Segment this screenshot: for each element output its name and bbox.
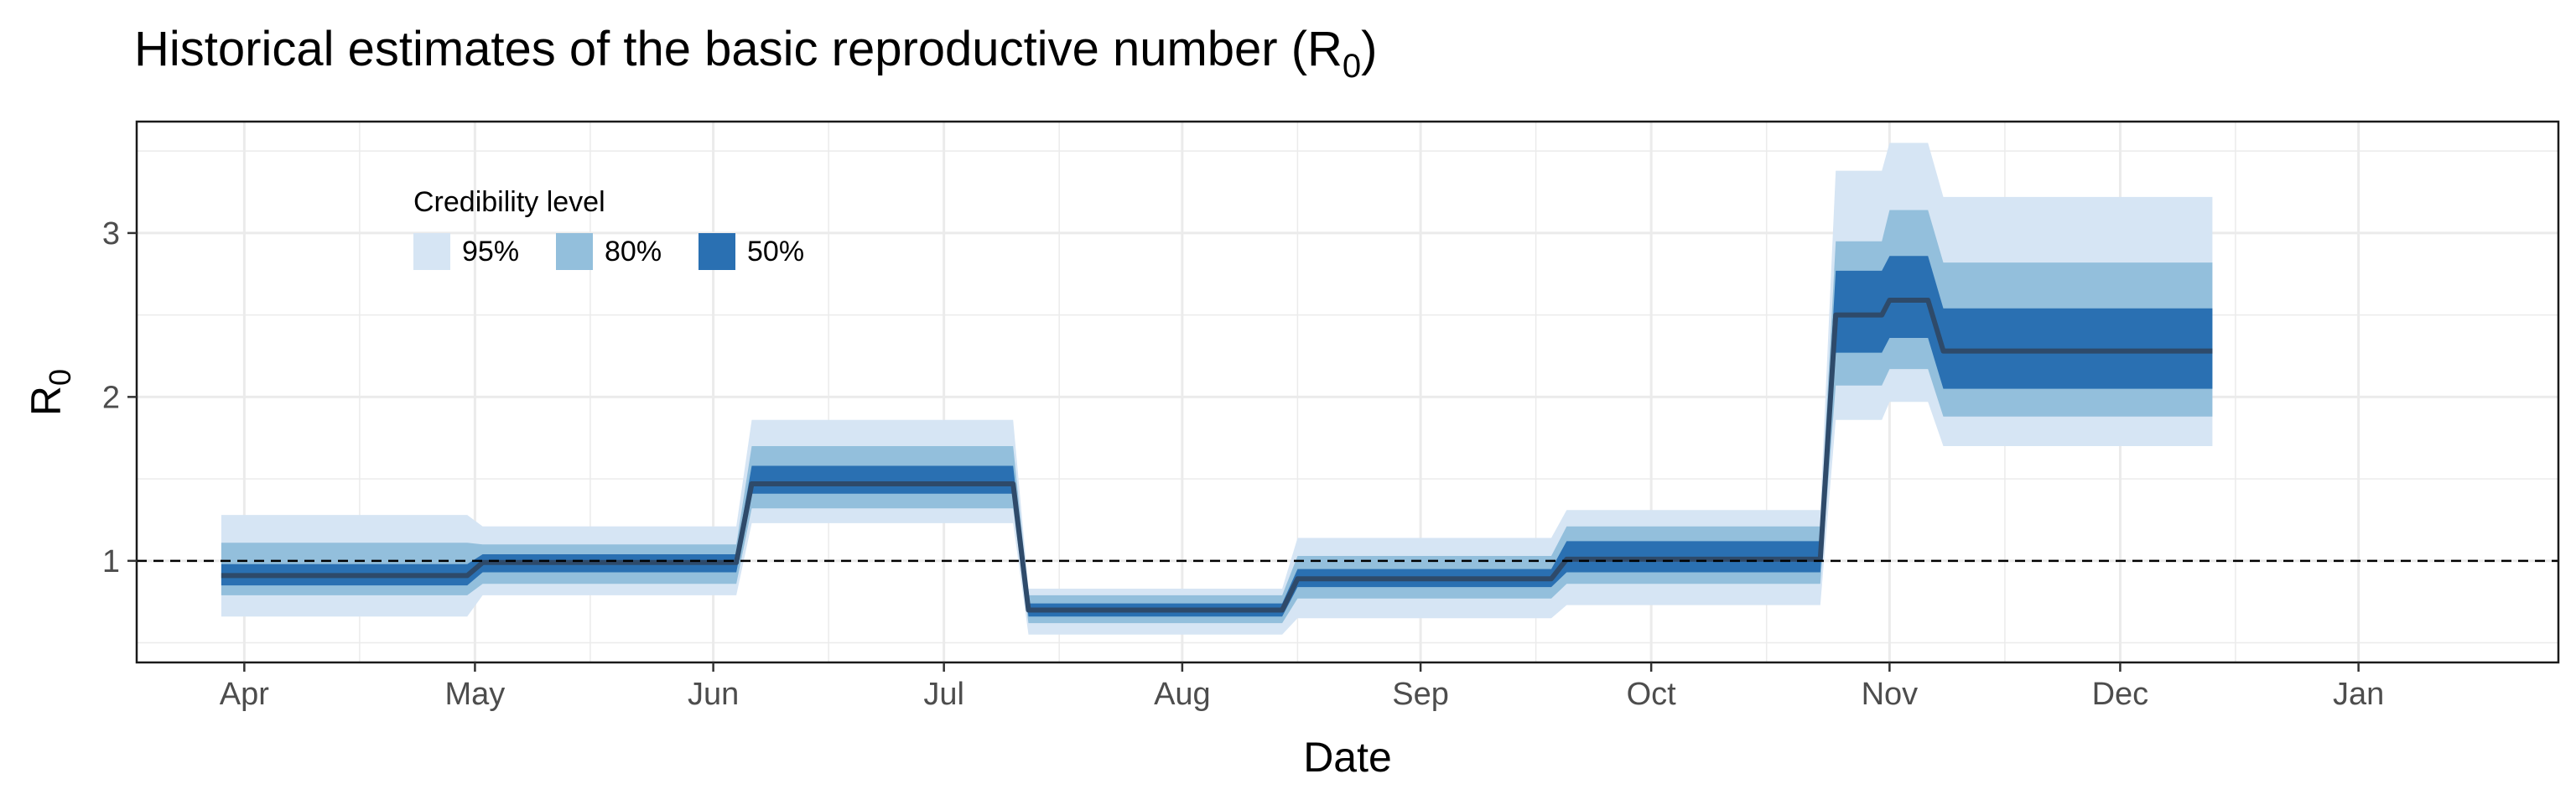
y-axis-title-main: R	[23, 386, 70, 416]
y-axis: 1 2 3	[102, 216, 137, 579]
legend-swatch	[699, 233, 735, 270]
legend-title: Credibility level	[413, 186, 605, 218]
chart-title: Historical estimates of the basic reprod…	[134, 22, 1378, 85]
band-95	[221, 143, 2213, 635]
y-axis-title: R0	[23, 369, 77, 416]
legend-label: 80%	[605, 236, 662, 267]
legend-swatch	[556, 233, 593, 270]
x-tick-label: Jun	[688, 677, 739, 712]
y-tick-label: 1	[102, 544, 120, 579]
y-tick-label: 2	[102, 380, 120, 415]
credibility-bands	[221, 143, 2213, 635]
x-axis: Apr May Jun Jul Aug Sep Oct Nov Dec Jan	[220, 662, 2384, 712]
legend-swatch	[413, 233, 450, 270]
x-tick-label: Jan	[2333, 677, 2384, 712]
x-axis-title: Date	[1303, 734, 1392, 781]
x-tick-label: Jul	[923, 677, 964, 712]
x-tick-label: Apr	[220, 677, 269, 712]
x-tick-label: Aug	[1154, 677, 1211, 712]
band-50	[221, 256, 2213, 617]
legend-label: 50%	[747, 236, 804, 267]
legend: Credibility level 95% 80% 50%	[413, 186, 804, 270]
chart-title-suffix: )	[1361, 22, 1377, 76]
median-line-group	[221, 298, 2213, 613]
chart-title-subscript: 0	[1343, 48, 1361, 85]
x-tick-label: May	[445, 677, 506, 712]
x-tick-label: Nov	[1862, 677, 1919, 712]
plot-border	[135, 120, 2560, 664]
chart-title-main: Historical estimates of the basic reprod…	[134, 22, 1343, 76]
y-axis-title-subscript: 0	[43, 369, 77, 386]
median-line	[221, 298, 2213, 613]
x-tick-label: Oct	[1627, 677, 1677, 712]
y-tick-label: 3	[102, 216, 120, 252]
legend-label: 95%	[462, 236, 519, 267]
x-tick-label: Sep	[1392, 677, 1449, 712]
x-tick-label: Dec	[2092, 677, 2149, 712]
